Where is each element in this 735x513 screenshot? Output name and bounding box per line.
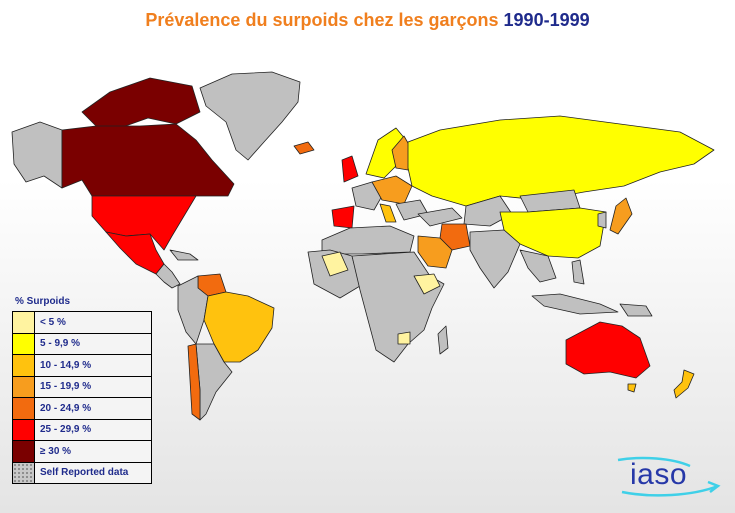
region-north-africa xyxy=(321,225,415,255)
legend-swatch xyxy=(13,419,35,440)
region-indonesia xyxy=(531,293,619,315)
legend-swatch xyxy=(13,355,35,376)
map-title: Prévalence du surpoids chez les garçons … xyxy=(0,10,735,31)
legend-label: 5 - 9,9 % xyxy=(40,338,81,350)
region-new-zealand xyxy=(673,369,695,399)
legend-item: 20 - 24,9 % xyxy=(13,397,151,419)
region-italy xyxy=(379,203,397,223)
region-alaska xyxy=(11,121,63,189)
legend-item: 15 - 19,9 % xyxy=(13,375,151,397)
logo-swoosh-icon xyxy=(617,456,721,497)
logo-text: iaso xyxy=(630,458,688,491)
legend-label: 15 - 19,9 % xyxy=(40,381,92,393)
region-east-africa xyxy=(351,251,445,363)
legend: % Surpoids < 5 % 5 - 9,9 % 10 - 14,9 % 1… xyxy=(12,296,152,484)
region-central-america xyxy=(155,263,181,289)
region-central-asia xyxy=(463,195,513,227)
iaso-logo: iaso xyxy=(612,452,722,502)
legend-label: Self Reported data xyxy=(40,467,129,479)
legend-label: 20 - 24,9 % xyxy=(40,402,92,414)
region-philippines xyxy=(571,259,585,285)
legend-swatch xyxy=(13,376,35,397)
region-papua xyxy=(619,303,653,317)
region-saudi xyxy=(417,235,453,269)
region-greenland xyxy=(199,71,301,161)
region-uk xyxy=(341,155,359,183)
legend-table: < 5 % 5 - 9,9 % 10 - 14,9 % 15 - 19,9 % … xyxy=(12,311,152,484)
region-chile xyxy=(187,343,201,421)
legend-item: < 5 % xyxy=(13,312,151,333)
region-australia xyxy=(565,321,651,379)
region-india xyxy=(469,229,521,289)
region-southern-africa-dot xyxy=(397,331,411,345)
legend-swatch xyxy=(13,398,35,419)
region-turkey xyxy=(417,207,463,227)
region-iran xyxy=(439,223,471,251)
legend-item: ≥ 30 % xyxy=(13,440,151,462)
region-se-asia xyxy=(519,249,557,283)
legend-swatch xyxy=(13,462,35,483)
region-west-europe xyxy=(351,181,383,211)
region-tasmania xyxy=(627,383,637,393)
region-russia xyxy=(407,115,715,207)
legend-label: 25 - 29,9 % xyxy=(40,424,92,436)
region-brazil xyxy=(203,291,275,363)
legend-label: ≥ 30 % xyxy=(40,445,72,457)
region-iceland xyxy=(293,141,315,155)
region-caribbean xyxy=(169,249,199,261)
legend-item: Self Reported data xyxy=(13,461,151,483)
region-korea xyxy=(597,211,607,229)
legend-item: 25 - 29,9 % xyxy=(13,418,151,440)
region-japan xyxy=(609,197,633,235)
region-madagascar xyxy=(437,325,449,355)
legend-label: < 5 % xyxy=(40,316,66,328)
legend-swatch xyxy=(13,312,35,333)
legend-swatch xyxy=(13,441,35,462)
legend-swatch xyxy=(13,333,35,354)
region-canada xyxy=(61,123,235,197)
legend-title: % Surpoids xyxy=(15,296,71,307)
legend-label: 10 - 14,9 % xyxy=(40,359,92,371)
title-main: Prévalence du surpoids chez les garçons xyxy=(145,10,499,30)
title-years: 1990-1999 xyxy=(503,10,590,30)
region-usa xyxy=(91,195,197,251)
region-mali xyxy=(321,251,349,277)
legend-item: 10 - 14,9 % xyxy=(13,354,151,376)
legend-item: 5 - 9,9 % xyxy=(13,332,151,354)
region-canada-islands xyxy=(81,77,201,129)
region-ethiopia xyxy=(413,273,441,295)
region-spain xyxy=(331,205,355,229)
region-central-europe xyxy=(371,175,413,205)
